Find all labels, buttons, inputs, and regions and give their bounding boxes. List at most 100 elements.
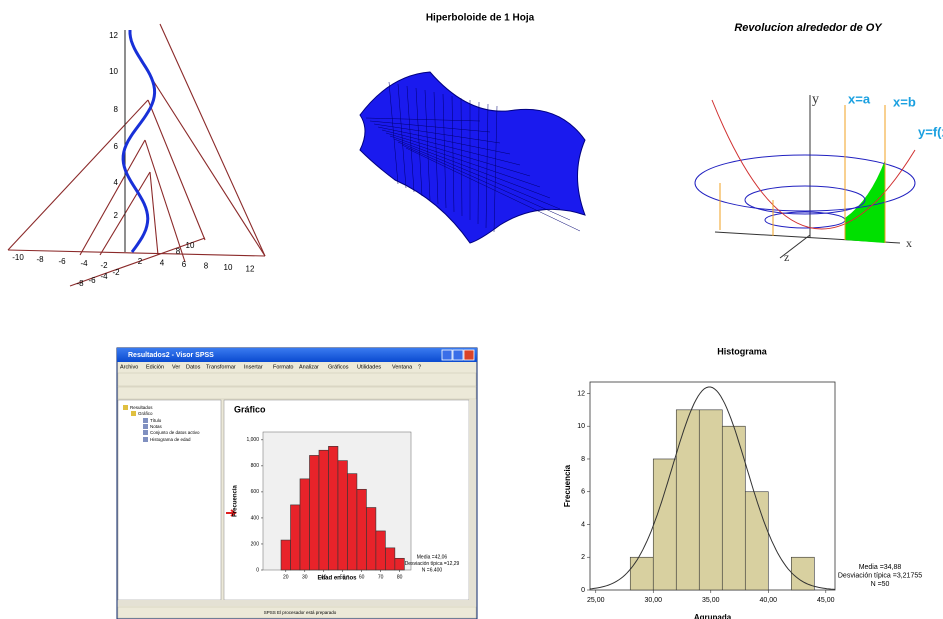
mesh-line: [485, 103, 489, 229]
mesh-line: [405, 147, 581, 232]
selection-arrow: [226, 509, 237, 517]
scrollbar[interactable]: [469, 400, 476, 600]
menu-item[interactable]: Datos: [186, 364, 201, 370]
bar: [290, 504, 301, 571]
menu-item[interactable]: Ver: [172, 364, 180, 370]
mesh-line: [389, 135, 541, 188]
axis-label: x=b: [893, 94, 916, 109]
menu-item[interactable]: Transformar: [206, 364, 236, 370]
tick-label: 10: [186, 241, 195, 250]
stat-label: Desviación típica =3,21755: [838, 572, 922, 579]
window-title: Resultados2 - Visor SPSS: [128, 352, 214, 359]
menu-item[interactable]: ?: [418, 364, 421, 370]
axis-label: z: [784, 250, 789, 264]
tick-label: -8: [76, 279, 84, 288]
mesh-line: [385, 132, 531, 177]
y-tick-label: 600: [251, 489, 260, 495]
wire-line: [79, 139, 146, 256]
wire-line: [147, 99, 206, 241]
mesh-line: [433, 91, 439, 205]
outline-pane: [117, 399, 222, 601]
tree-item[interactable]: Conjunto de datos activo: [150, 430, 200, 435]
menu-item[interactable]: Archivo: [120, 364, 138, 370]
tree-icon: [143, 430, 148, 435]
bar: [744, 491, 769, 591]
tree-icon: [131, 411, 136, 416]
axis-label: x: [906, 236, 912, 250]
y-tick-label: 12: [577, 390, 585, 397]
tree-item[interactable]: Resultados: [130, 405, 153, 410]
y-axis-label: Frecuencia: [233, 484, 239, 516]
x-axis-label: Edad en años: [317, 576, 357, 582]
mesh-line: [406, 85, 415, 193]
tick-label: 12: [109, 31, 118, 40]
tree-item[interactable]: Notas: [150, 424, 163, 429]
tick-label: -2: [100, 261, 108, 270]
bar: [280, 539, 291, 571]
axis-label: x=a: [848, 91, 871, 106]
wire-line: [139, 59, 266, 257]
status-text: SPSS El procesador está preparado: [264, 610, 337, 615]
mesh-line: [381, 129, 521, 166]
x-tick-label: 40: [321, 574, 327, 580]
x-tick-label: 25,00: [587, 597, 605, 604]
x-tick-label: 60: [359, 574, 365, 580]
tick-label: 12: [246, 265, 255, 274]
menu-item[interactable]: Analizar: [299, 364, 319, 370]
bar: [675, 409, 700, 591]
bar: [790, 556, 815, 591]
tick-label: 2: [114, 211, 119, 220]
y-tick-label: 200: [251, 541, 260, 547]
menu-item[interactable]: Gráficos: [328, 364, 349, 370]
scrollbar[interactable]: [118, 600, 476, 606]
x-tick-label: 20: [283, 574, 289, 580]
revolution-ellipse: [744, 185, 866, 215]
menu-item[interactable]: Ventana: [392, 364, 413, 370]
mesh-line: [415, 87, 423, 197]
tree-icon: [143, 437, 148, 442]
x-tick-label: 45,00: [817, 597, 835, 604]
wire-line: [7, 249, 266, 257]
tree-item[interactable]: Histograma de edad: [150, 437, 191, 442]
menu-item[interactable]: Edición: [146, 364, 164, 370]
mesh-line: [373, 123, 501, 144]
mesh-line: [460, 97, 463, 217]
tree-item[interactable]: Título: [150, 418, 162, 423]
menu-item[interactable]: Utilidades: [357, 364, 381, 370]
tree-icon: [143, 418, 148, 423]
mesh-line: [397, 83, 407, 189]
minimize-button[interactable]: [441, 349, 453, 361]
y-tick-label: 1,000: [246, 437, 259, 443]
stat-label: Media =42,06: [417, 554, 448, 560]
tick-label: 8: [114, 105, 119, 114]
revolution-ellipse: [694, 154, 916, 212]
wire-line: [159, 23, 266, 257]
bar: [328, 446, 339, 571]
bar: [347, 473, 358, 571]
tick-label: 2: [138, 257, 143, 266]
y-tick-label: 8: [581, 456, 585, 463]
y-axis-label: Frecuencia: [563, 464, 572, 507]
mesh-line: [442, 93, 447, 209]
close-button[interactable]: [463, 349, 475, 361]
wire-line: [69, 237, 206, 287]
tree-item[interactable]: Gráfico: [138, 411, 153, 416]
tick-label: 8: [204, 262, 209, 271]
y-tick-label: 4: [581, 521, 585, 528]
tick-label: -6: [88, 276, 96, 285]
y-tick-label: 800: [251, 463, 260, 469]
mesh-line: [493, 105, 498, 233]
maximize-button[interactable]: [452, 349, 464, 361]
menu-item[interactable]: Insertar: [244, 364, 263, 370]
mesh-line: [388, 81, 399, 185]
status-bar: [117, 606, 477, 619]
axis-label: y=f(x): [918, 124, 943, 139]
bar: [366, 507, 377, 571]
chart-title: Histograma: [717, 346, 768, 356]
tick-label: -6: [58, 257, 66, 266]
tree-icon: [123, 405, 128, 410]
tick-label: 8: [176, 247, 181, 256]
x-tick-label: 30: [302, 574, 308, 580]
menu-item[interactable]: Formato: [273, 364, 293, 370]
